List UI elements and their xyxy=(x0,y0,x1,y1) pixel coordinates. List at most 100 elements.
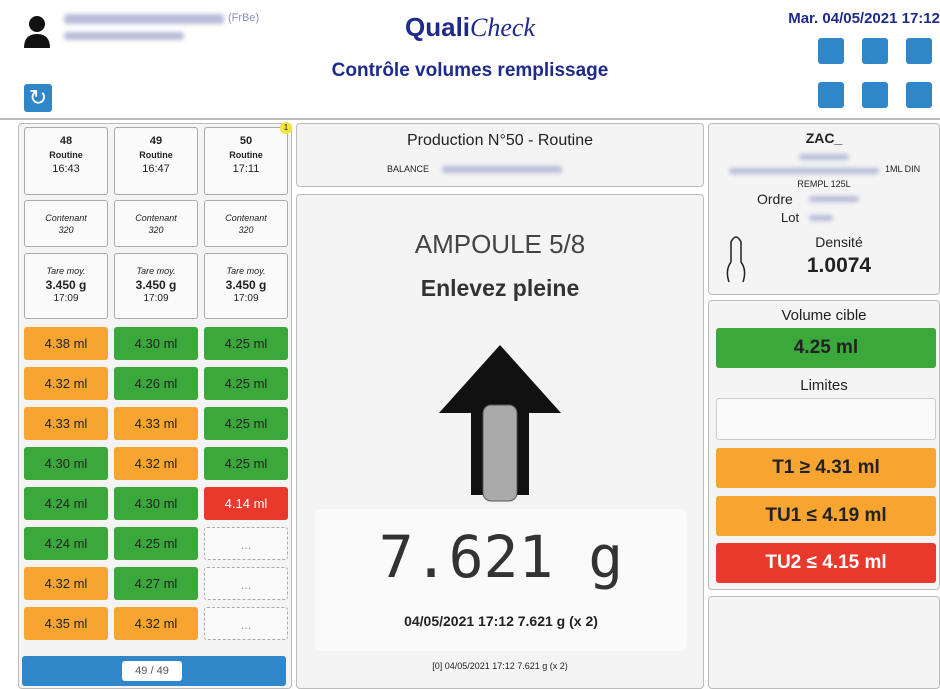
logo-check: Check xyxy=(470,13,535,42)
screen: (FrBe) ↻ QualiCheck Contrôle volumes rem… xyxy=(0,0,940,689)
tare-label: Tare moy. xyxy=(25,264,107,278)
container-value: 320 xyxy=(205,225,287,235)
product-blur xyxy=(729,168,879,174)
measure: 4.24 ml xyxy=(24,487,108,520)
document-button[interactable] xyxy=(862,82,888,108)
measure: 4.30 ml xyxy=(114,487,198,520)
tare-time: 17:09 xyxy=(25,292,107,306)
tree-button[interactable] xyxy=(906,82,932,108)
tools-button[interactable] xyxy=(906,38,932,64)
measure: 4.30 ml xyxy=(114,327,198,360)
subtitle: Contrôle volumes remplissage xyxy=(300,60,640,82)
container-value: 320 xyxy=(115,225,197,235)
measure: 4.26 ml xyxy=(114,367,198,400)
column-number: 49 xyxy=(115,134,197,148)
limits-label: Limites xyxy=(709,377,939,394)
tare-label: Tare moy. xyxy=(205,264,287,278)
step-title: AMPOULE 5/8 xyxy=(297,229,703,260)
container-label: Contenant xyxy=(25,211,107,225)
measure: 4.25 ml xyxy=(204,447,288,480)
column-time: 16:43 xyxy=(25,162,107,176)
refresh-button[interactable]: ↻ xyxy=(24,84,52,112)
product-box: ZAC_ 1ML DIN REMPL 125L Ordre Lot Densit… xyxy=(708,123,940,295)
measure: 4.27 ml xyxy=(114,567,198,600)
user-icon xyxy=(22,14,52,50)
target-value: 4.25 ml xyxy=(716,328,936,368)
lot-label: Lot xyxy=(781,210,799,225)
step-box: AMPOULE 5/8 Enlevez pleine 7.621 g 04/05… xyxy=(296,194,704,689)
separator xyxy=(0,118,940,120)
container-label: Contenant xyxy=(115,211,197,225)
measure: 4.30 ml xyxy=(24,447,108,480)
limit-tu2: TU2 ≤ 4.15 ml xyxy=(716,543,936,583)
logo: QualiCheck xyxy=(300,12,640,43)
product-blur xyxy=(799,154,849,160)
log: [0] 04/05/2021 17:12 7.621 g (x 2) xyxy=(297,661,703,671)
measure: 4.38 ml xyxy=(24,327,108,360)
container-value: 320 xyxy=(25,225,107,235)
measure: 4.25 ml xyxy=(204,407,288,440)
tare-value: 3.450 g xyxy=(25,278,107,292)
production-box: Production N°50 - Routine BALANCE xyxy=(296,123,704,187)
pause-button[interactable] xyxy=(818,38,844,64)
measure: ... xyxy=(204,607,288,640)
reading-box: 7.621 g 04/05/2021 17:12 7.621 g (x 2) xyxy=(315,509,687,651)
density: 1.0074 xyxy=(769,254,909,278)
measure: 4.33 ml xyxy=(24,407,108,440)
balance-blur xyxy=(442,166,562,173)
user-role-blur xyxy=(64,32,184,40)
measure: 4.25 ml xyxy=(204,367,288,400)
pager: 49 / 49 xyxy=(22,656,286,686)
badge: 1 xyxy=(280,122,292,134)
measure: ... xyxy=(204,527,288,560)
container-label: Contenant xyxy=(205,211,287,225)
measure: 4.32 ml xyxy=(24,367,108,400)
reading-unit: g xyxy=(588,523,623,591)
target-label: Volume cible xyxy=(709,307,939,324)
empty-box xyxy=(708,596,940,689)
user-suffix: (FrBe) xyxy=(228,12,259,24)
column-time: 16:47 xyxy=(115,162,197,176)
step-instruction: Enlevez pleine xyxy=(297,275,703,302)
column-number: 48 xyxy=(25,134,107,148)
tare-value: 3.450 g xyxy=(205,278,287,292)
pager-text: 49 / 49 xyxy=(122,661,182,681)
product-code: ZAC_ xyxy=(709,130,939,146)
order-blur xyxy=(809,196,859,202)
measure: 4.25 ml xyxy=(114,527,198,560)
lot-blur xyxy=(809,215,833,221)
column-type: Routine xyxy=(25,148,107,162)
list-button[interactable] xyxy=(818,82,844,108)
column-type: Routine xyxy=(205,148,287,162)
tare-time: 17:09 xyxy=(115,292,197,306)
user-name-blur xyxy=(64,14,224,24)
production-title: Production N°50 - Routine xyxy=(297,132,703,150)
measure: 4.14 ml xyxy=(204,487,288,520)
limit-t1: T1 ≥ 4.31 ml xyxy=(716,448,936,488)
measure: ... xyxy=(204,567,288,600)
measure: 4.33 ml xyxy=(114,407,198,440)
measure: 4.35 ml xyxy=(24,607,108,640)
balance-label: BALANCE xyxy=(387,164,429,174)
measure: 4.32 ml xyxy=(114,447,198,480)
measure: 4.32 ml xyxy=(114,607,198,640)
tare-value: 3.450 g xyxy=(115,278,197,292)
ampoule-icon xyxy=(723,232,749,284)
tare-label: Tare moy. xyxy=(115,264,197,278)
arrow-icon xyxy=(437,345,563,505)
reading: 7.621 g xyxy=(315,523,687,591)
product-desc1: 1ML DIN xyxy=(885,164,920,174)
density-label: Densité xyxy=(769,234,909,250)
column-time: 17:11 xyxy=(205,162,287,176)
delete-button[interactable] xyxy=(862,38,888,64)
reading-detail: 04/05/2021 17:12 7.621 g (x 2) xyxy=(315,613,687,629)
product-desc2: REMPL 125L xyxy=(709,179,939,189)
